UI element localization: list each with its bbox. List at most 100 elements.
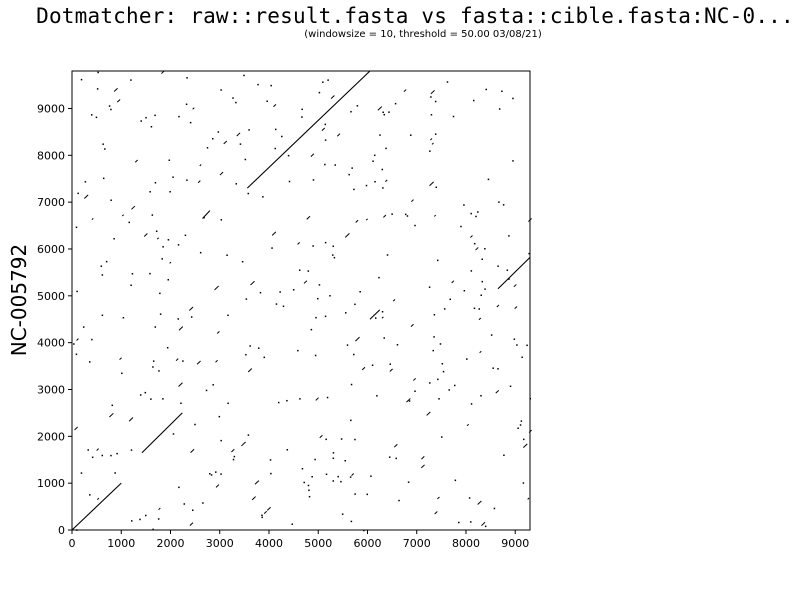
- match-dot: [481, 280, 484, 283]
- match-dot: [503, 454, 505, 456]
- match-dot: [247, 192, 250, 195]
- match-dot: [325, 438, 327, 441]
- match-dot: [337, 475, 339, 478]
- match-dot: [235, 101, 237, 104]
- match-dot: [277, 401, 280, 404]
- match-dot: [498, 108, 501, 110]
- match-dot: [89, 494, 91, 496]
- match-dot: [332, 480, 335, 482]
- match-dot: [433, 214, 437, 217]
- match-dot: [403, 89, 407, 93]
- match-dot: [121, 372, 123, 375]
- match-dot: [281, 135, 283, 138]
- match-dot: [383, 337, 385, 339]
- match-dot: [186, 179, 188, 181]
- x-tick-label: 4000: [255, 537, 283, 550]
- match-dot: [157, 518, 160, 520]
- match-dot: [180, 402, 182, 405]
- match-dot: [496, 304, 500, 308]
- match-dot: [169, 191, 171, 193]
- match-dot: [376, 395, 378, 397]
- match-dot: [166, 346, 169, 349]
- match-dot: [434, 133, 437, 135]
- match-dot: [303, 280, 308, 284]
- match-dot: [130, 520, 133, 522]
- match-dot: [250, 280, 255, 286]
- match-dot: [326, 396, 329, 399]
- match-dot: [442, 370, 445, 373]
- match-dot: [351, 167, 353, 169]
- match-dot: [121, 214, 124, 217]
- match-dot: [354, 493, 356, 495]
- match-dot: [410, 323, 414, 328]
- match-dot: [210, 474, 213, 476]
- match-dot: [80, 78, 83, 81]
- match-dot: [131, 205, 136, 210]
- match-dot: [206, 147, 209, 149]
- match-dot: [344, 312, 347, 314]
- match-dot: [140, 120, 142, 122]
- match-dot: [344, 460, 347, 462]
- y-tick-label: 4000: [37, 337, 65, 350]
- match-dot: [262, 196, 264, 198]
- y-tick-label: 5000: [37, 290, 65, 303]
- match-dot: [212, 384, 214, 386]
- match-dot: [414, 390, 416, 392]
- match-dot: [203, 216, 205, 219]
- match-dot: [498, 201, 500, 203]
- match-dot: [484, 247, 486, 250]
- match-dot: [466, 423, 470, 427]
- match-dot: [212, 138, 214, 140]
- match-dot: [235, 183, 238, 185]
- match-dot: [226, 254, 228, 256]
- match-dot: [297, 349, 299, 352]
- y-tick-label: 9000: [37, 102, 65, 115]
- match-dot: [270, 472, 272, 475]
- match-dot: [131, 272, 134, 275]
- match-dot: [196, 360, 201, 365]
- match-dot: [143, 233, 148, 237]
- match-dot: [158, 507, 161, 511]
- match-dot: [470, 235, 473, 238]
- match-dot: [251, 496, 256, 501]
- match-dot: [177, 318, 179, 320]
- match-dot: [382, 187, 384, 189]
- match-dot: [406, 398, 411, 403]
- match-dot: [324, 315, 327, 318]
- match-dot: [318, 91, 321, 94]
- match-dot: [374, 180, 376, 183]
- match-dot: [178, 486, 180, 489]
- match-dot: [480, 394, 482, 397]
- match-dot: [145, 116, 147, 119]
- y-tick-label: 3000: [37, 383, 65, 396]
- match-dot: [104, 148, 106, 150]
- match-dot: [470, 521, 472, 523]
- match-dot: [408, 400, 411, 402]
- match-dot: [516, 344, 518, 346]
- match-dot: [492, 367, 494, 369]
- match-dot: [437, 496, 440, 500]
- match-dot: [332, 452, 335, 454]
- axis-ticks: 0 1000 2000 3000 4000 5000 6000 7000 8000 9000 0 10…: [37, 102, 529, 550]
- match-dot: [325, 473, 328, 476]
- match-dot: [428, 286, 431, 288]
- match-dot: [271, 247, 273, 249]
- match-dot: [371, 364, 374, 367]
- match-dot: [478, 317, 482, 321]
- match-dot: [249, 345, 251, 347]
- match-dot: [271, 231, 277, 236]
- match-dot: [434, 100, 437, 103]
- x-tick-label: 6000: [353, 537, 381, 550]
- match-dot: [311, 475, 313, 478]
- match-dot: [97, 71, 99, 74]
- match-dot: [365, 218, 368, 221]
- match-dot: [167, 279, 170, 281]
- match-dot: [76, 290, 78, 293]
- match-dot: [472, 99, 475, 102]
- match-dot: [340, 438, 343, 440]
- match-dot: [478, 308, 481, 310]
- match-dot: [372, 160, 374, 162]
- match-dot: [96, 497, 100, 500]
- match-dot: [379, 134, 381, 136]
- match-dot: [310, 328, 313, 331]
